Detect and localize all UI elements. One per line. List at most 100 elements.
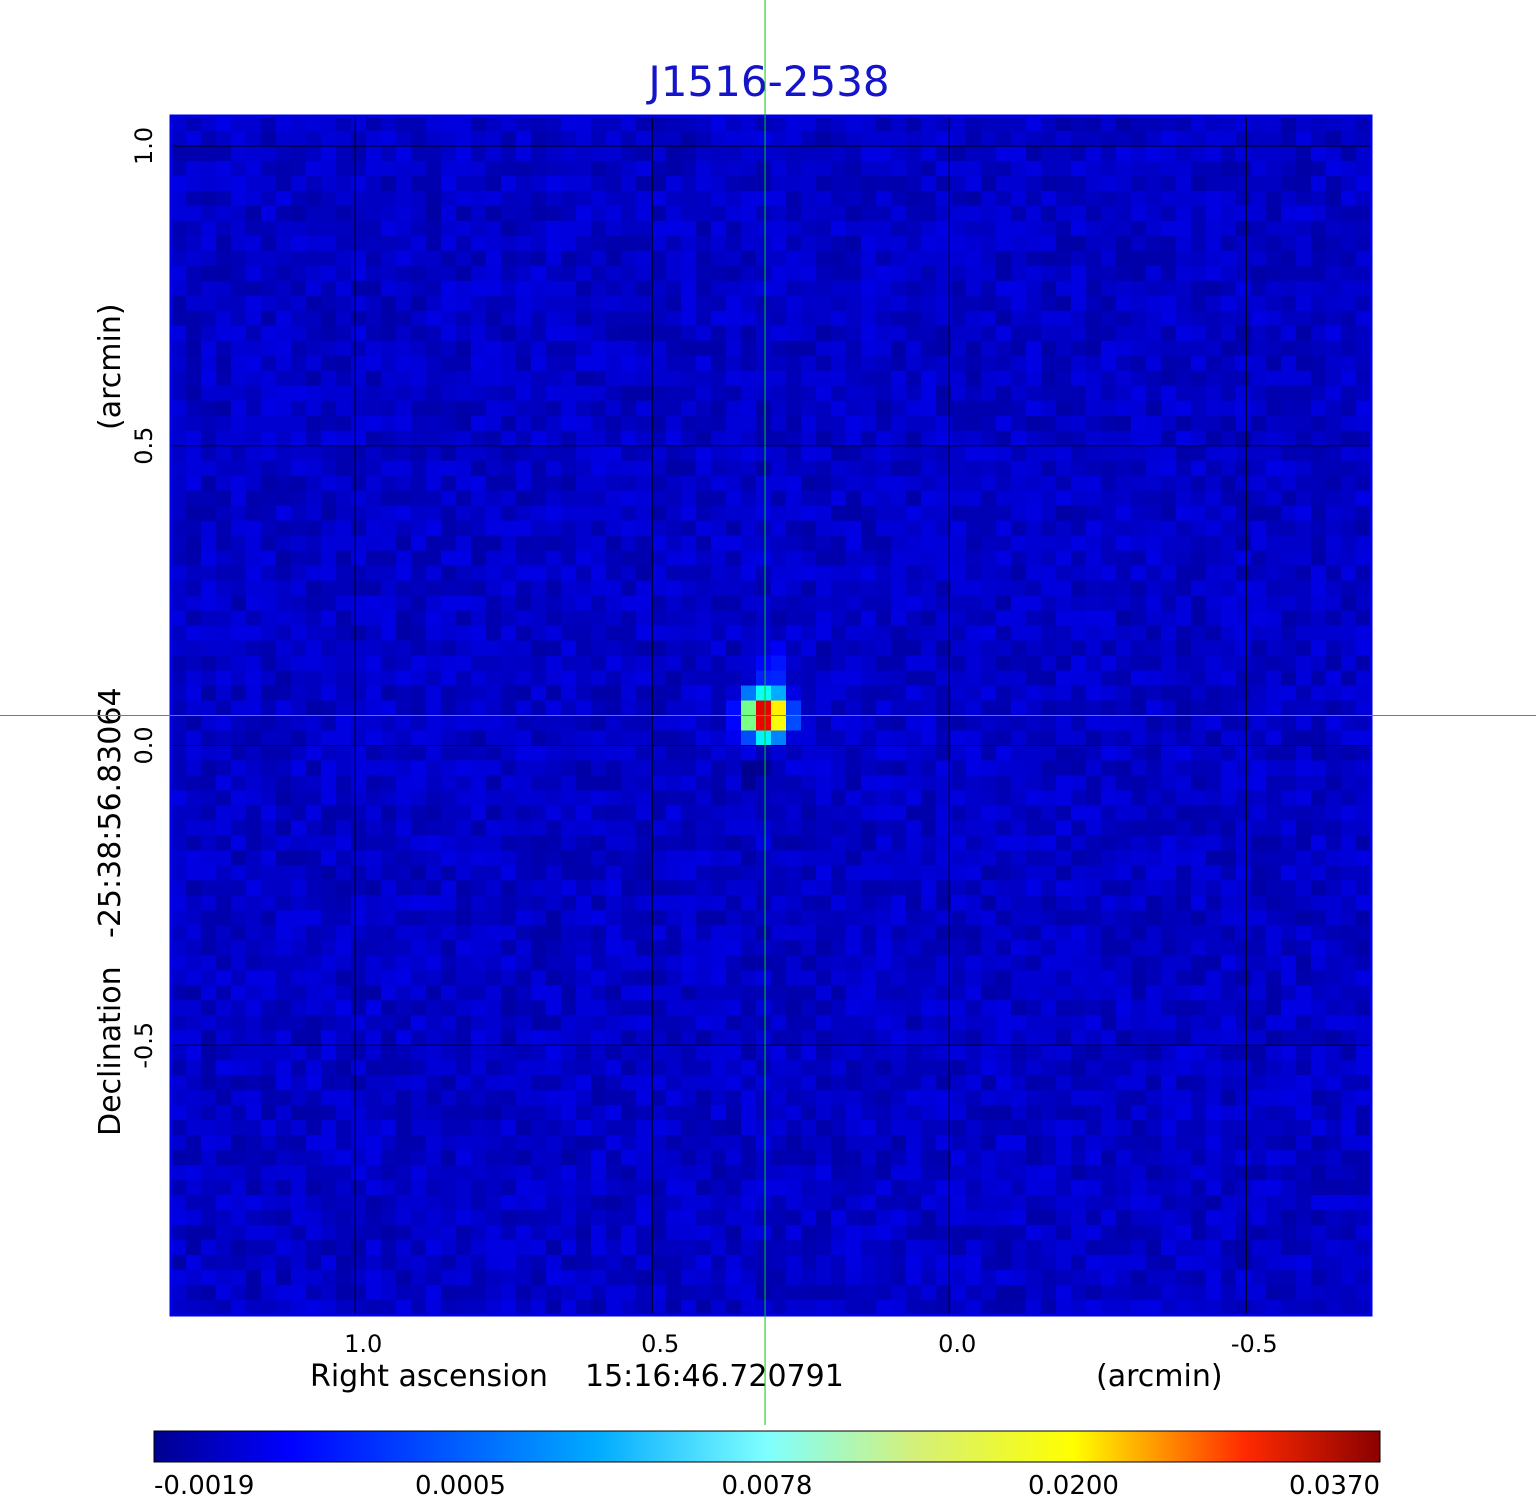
image-pixel [1311, 310, 1327, 327]
image-pixel [1251, 565, 1267, 582]
image-pixel [606, 490, 622, 507]
image-pixel [546, 145, 562, 162]
image-pixel [411, 685, 427, 702]
image-pixel [231, 340, 247, 357]
image-pixel [576, 730, 592, 747]
image-pixel [1026, 760, 1042, 777]
image-pixel [1161, 160, 1177, 177]
image-pixel [666, 175, 682, 192]
image-pixel [396, 625, 412, 642]
image-pixel [486, 340, 502, 357]
image-pixel [246, 790, 262, 807]
image-pixel [1101, 220, 1117, 237]
image-pixel [1266, 265, 1282, 282]
image-pixel [726, 655, 742, 672]
image-pixel [576, 880, 592, 896]
image-pixel [1161, 175, 1177, 192]
image-pixel [516, 250, 532, 267]
image-pixel [1146, 580, 1162, 597]
image-pixel [321, 865, 337, 881]
image-pixel [486, 700, 502, 717]
image-pixel [1176, 160, 1192, 177]
image-pixel [1176, 970, 1192, 986]
image-pixel [186, 730, 202, 747]
image-pixel [801, 745, 817, 762]
image-pixel [591, 116, 607, 132]
image-pixel [321, 445, 337, 462]
image-pixel [1086, 325, 1102, 342]
image-pixel [876, 865, 892, 881]
image-pixel [981, 610, 997, 627]
image-pixel [1131, 940, 1147, 956]
image-pixel [246, 895, 262, 911]
image-pixel [876, 445, 892, 462]
image-pixel [1131, 550, 1147, 567]
image-pixel [186, 880, 202, 896]
image-pixel [1161, 340, 1177, 357]
image-pixel [1011, 520, 1027, 537]
image-pixel [651, 895, 667, 911]
image-pixel [681, 565, 697, 582]
image-pixel [1266, 160, 1282, 177]
image-pixel [351, 175, 367, 192]
image-pixel [981, 970, 997, 986]
image-pixel [1116, 355, 1132, 372]
image-pixel [486, 430, 502, 447]
image-pixel [1266, 730, 1282, 747]
image-pixel [921, 220, 937, 237]
image-pixel [441, 415, 457, 432]
image-pixel [1326, 970, 1342, 986]
image-pixel [276, 505, 292, 522]
image-pixel [906, 235, 922, 252]
image-pixel [1236, 820, 1252, 836]
image-pixel [891, 940, 907, 956]
image-pixel [801, 535, 817, 552]
image-pixel [426, 880, 442, 896]
image-pixel [201, 445, 217, 462]
image-pixel [1176, 865, 1192, 881]
image-pixel [291, 235, 307, 252]
image-pixel [801, 160, 817, 177]
image-pixel [1341, 565, 1357, 582]
image-pixel [1326, 175, 1342, 192]
image-pixel [351, 775, 367, 792]
image-pixel [231, 460, 247, 477]
image-pixel [471, 595, 487, 612]
image-pixel [186, 430, 202, 447]
image-pixel [591, 580, 607, 597]
image-pixel [216, 430, 232, 447]
image-pixel [636, 370, 652, 387]
image-pixel [651, 475, 667, 492]
image-pixel [651, 625, 667, 642]
image-pixel [1251, 580, 1267, 597]
image-pixel [996, 145, 1012, 162]
image-pixel [681, 175, 697, 192]
image-pixel [591, 235, 607, 252]
image-pixel [1176, 475, 1192, 492]
image-pixel [516, 325, 532, 342]
image-pixel [366, 865, 382, 881]
image-pixel [1176, 910, 1192, 926]
image-pixel [906, 490, 922, 507]
image-pixel [1251, 235, 1267, 252]
image-pixel [1356, 1000, 1372, 1016]
image-pixel [1191, 430, 1207, 447]
image-pixel [246, 925, 262, 941]
image-pixel [1341, 640, 1357, 657]
image-pixel [1146, 505, 1162, 522]
image-pixel [606, 355, 622, 372]
image-pixel [621, 160, 637, 177]
image-pixel [246, 295, 262, 312]
image-pixel [201, 655, 217, 672]
image-pixel [381, 865, 397, 881]
image-pixel [186, 745, 202, 762]
image-pixel [1341, 415, 1357, 432]
image-pixel [1191, 355, 1207, 372]
image-pixel [276, 310, 292, 327]
image-pixel [306, 895, 322, 911]
image-pixel [711, 1015, 727, 1031]
image-pixel [576, 1045, 592, 1061]
image-pixel [921, 805, 937, 822]
image-pixel [1281, 865, 1297, 881]
image-pixel [471, 790, 487, 807]
